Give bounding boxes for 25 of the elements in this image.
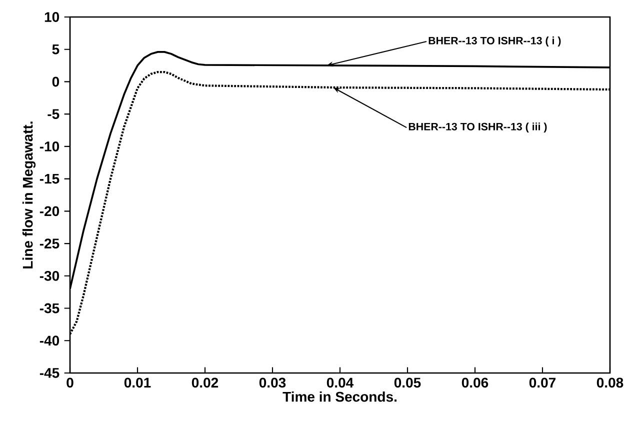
x-tick-label: 0.06 [462, 378, 488, 388]
y-tick-label: 0 [52, 76, 60, 87]
y-tick-label: -5 [48, 109, 60, 119]
y-tick-label: -10 [40, 142, 60, 152]
annotation: BHER--13 TO ISHR--13 ( iii ) [408, 122, 547, 133]
y-tick-label: -45 [40, 368, 60, 378]
x-tick-label: 0.01 [124, 378, 151, 388]
y-tick-label: -25 [40, 238, 60, 248]
x-tick-label: 0.08 [596, 378, 624, 388]
y-axis-title: Line flow in Megawatt. [22, 122, 36, 268]
x-tick-label: 0.04 [326, 378, 354, 388]
x-tick-label: 0.05 [394, 378, 421, 388]
x-axis-title: Time in Seconds. [282, 391, 396, 402]
y-tick-label: -40 [40, 336, 60, 346]
y-tick-label: -20 [40, 206, 60, 216]
annotation: BHER--13 TO ISHR--13 ( i ) [428, 36, 561, 47]
x-tick-label: 0 [66, 378, 74, 388]
y-tick-label: 5 [52, 44, 60, 54]
y-tick-label: 10 [44, 12, 60, 22]
y-tick-label: -30 [40, 270, 60, 281]
y-tick-label: -15 [40, 174, 60, 184]
x-tick-label: 0.07 [529, 378, 556, 388]
x-tick-label: 0.02 [192, 378, 218, 388]
x-tick-label: 0.03 [259, 378, 286, 388]
y-tick-label: -35 [40, 303, 60, 314]
